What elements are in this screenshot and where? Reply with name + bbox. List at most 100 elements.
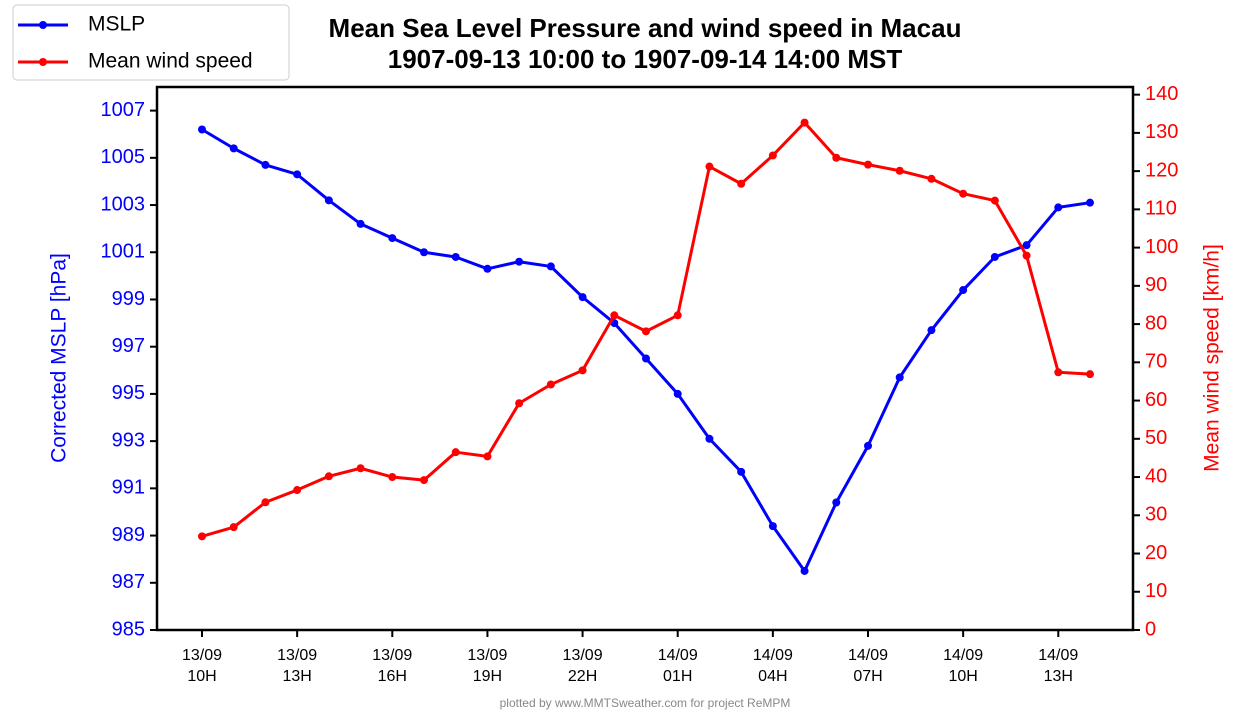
y2-tick-label: 140 [1145,83,1178,105]
data-point [578,293,587,302]
y2-tick-label: 10 [1145,580,1167,602]
x-tick-label: 14/09 04H [753,647,793,685]
plot-frame [155,85,1135,632]
data-point [420,476,428,485]
data-point [864,441,872,450]
legend-label: MSLP [88,13,145,36]
y-tick-label: 991 [112,477,145,499]
y2-tick-label: 90 [1145,274,1167,296]
data-point [293,170,302,179]
legend-box [12,4,290,81]
y2-tick-label: 80 [1145,312,1167,334]
data-point [261,160,270,169]
data-point [768,151,777,160]
data-point [927,326,936,335]
data-point [388,234,397,243]
data-point [356,219,365,228]
data-point [420,248,428,257]
y-tick-label: 989 [112,524,145,546]
y2-tick-label: 0 [1145,618,1156,640]
y2-tick-label: 130 [1145,121,1178,143]
y-tick-label: 999 [112,288,145,310]
y2-tick-label: 20 [1145,542,1167,564]
data-point [1054,368,1063,377]
x-tick-label: 14/09 01H [658,647,698,685]
data-point [261,498,270,507]
data-point [483,264,492,273]
data-point [356,464,365,473]
data-point [895,166,904,175]
y-tick-label: 1005 [101,146,146,168]
data-point [293,486,302,495]
data-point [959,286,968,295]
y2-tick-label: 30 [1145,504,1167,526]
y2-tick-label: 100 [1145,236,1178,258]
data-point [1022,241,1031,250]
data-point [1086,198,1094,207]
data-point [642,327,650,336]
data-point [959,189,968,198]
y-tick-label: 995 [112,382,145,404]
y2-tick-label: 110 [1145,198,1177,220]
data-point [800,566,809,575]
data-point [388,473,397,482]
legend-label: Mean wind speed [88,50,253,73]
x-tick-label: 13/09 16H [372,647,412,685]
y-tick-label: 993 [112,429,145,451]
data-point [737,467,746,476]
y-tick-label: 985 [112,618,145,640]
y-tick-label: 1001 [101,241,146,263]
data-point [1022,251,1031,260]
x-tick-label: 14/09 10H [943,647,983,685]
data-point [800,118,809,127]
data-point [927,174,936,183]
y2-tick-label: 50 [1145,427,1167,449]
data-point [990,252,999,261]
chart-title: Mean Sea Level Pressure and wind speed i… [329,13,962,43]
chart-subtitle: 1907-09-13 10:00 to 1907-09-14 14:00 MST [388,44,903,74]
data-point [864,160,872,169]
data-point [895,373,904,382]
y-axis-label: Corrected MSLP [hPa] [48,253,71,463]
data-point [832,153,841,162]
data-point [673,311,682,320]
data-point [198,125,206,134]
data-point [832,498,841,507]
data-point [737,179,746,188]
y-tick-label: 1007 [101,99,146,121]
data-point [1054,203,1063,212]
data-point [610,311,619,320]
legend-marker [39,58,47,66]
x-tick-label: 14/09 07H [848,647,888,685]
data-point [451,252,460,261]
x-tick-label: 13/09 10H [182,647,222,685]
x-tick-label: 14/09 13H [1038,647,1078,685]
data-point [705,434,714,443]
y2-tick-label: 120 [1145,159,1178,181]
data-point [451,448,460,457]
y2-tick-label: 40 [1145,465,1167,487]
footer: plotted by www.MMTSweather.com for proje… [500,696,791,710]
data-point [515,257,524,266]
data-point [705,162,714,171]
data-point [324,196,333,205]
data-point [229,523,238,532]
data-point [990,196,999,205]
y2-tick-label: 60 [1145,389,1167,411]
y-tick-label: 987 [112,571,145,593]
data-point [1086,370,1094,379]
data-point [229,144,238,153]
x-tick-label: 13/09 19H [467,647,507,685]
data-point [324,472,333,481]
x-tick-label: 13/09 22H [563,647,603,685]
y-tick-label: 1003 [101,193,146,215]
data-point [546,380,555,389]
data-point [673,389,682,398]
data-point [483,452,492,461]
y2-tick-label: 70 [1145,351,1167,373]
y-tick-label: 997 [112,335,145,357]
legend-marker [39,21,47,29]
x-tick-label: 13/09 13H [277,647,317,685]
